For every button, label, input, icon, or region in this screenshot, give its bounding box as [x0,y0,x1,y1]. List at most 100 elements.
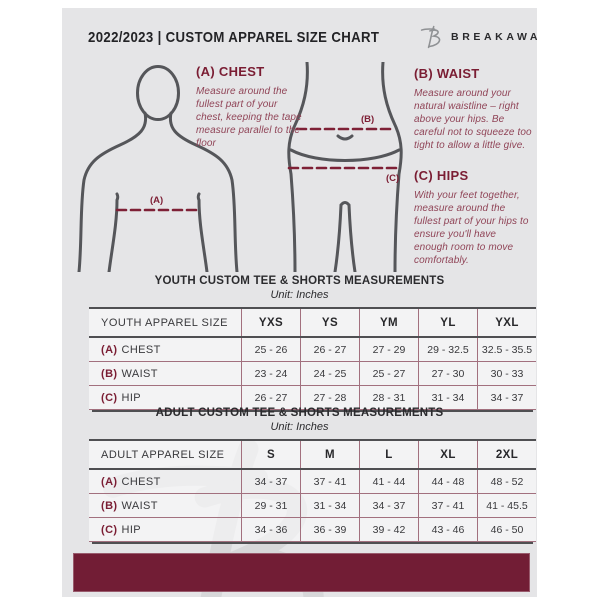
youth-table-unit: Unit: Inches [270,289,329,301]
size-column-header: YM [359,308,419,338]
size-column-header: YXL [477,308,536,338]
measurement-value-cell: 30 - 33 [477,361,536,386]
youth-size-section: YOUTH CUSTOM TEE & SHORTS MEASUREMENTS U… [89,275,536,410]
row-label: HIP [121,523,142,536]
row-label-cell: (B) WAIST [89,493,242,518]
row-key: (C) [101,391,118,404]
size-column-header: YXS [241,308,301,338]
header: 2022/2023 | CUSTOM APPAREL SIZE CHART BR… [88,21,537,53]
measurement-value-cell: 36 - 39 [300,517,360,542]
table-row: (C) HIP 26 - 27 27 - 28 28 - 31 31 - 34 34 - 3… [89,385,536,410]
header-row: ADULT APPAREL SIZE S M L XL 2XL [89,440,536,470]
row-key: (B) [101,499,118,512]
table-row: (A) CHEST 34 - 37 37 - 41 41 - 44 44 - 48 48 -… [89,468,536,494]
adult-size-section: ADULT CUSTOM TEE & SHORTS MEASUREMENTS U… [89,407,536,542]
size-column-header: 2XL [477,440,536,470]
youth-table-title: YOUTH CUSTOM TEE & SHORTS MEASUREMENTS [154,275,445,287]
row-label: WAIST [121,367,158,380]
measurement-value-cell: 34 - 37 [241,468,301,494]
adult-size-table: ADULT APPAREL SIZE S M L XL 2XL (A) CHEST 34 - … [89,439,536,542]
table-label-header: ADULT APPAREL SIZE [89,440,242,470]
chest-line-label: (A) [150,195,163,206]
footer-bar [73,553,530,592]
waist-key: (B) [414,66,433,81]
measurement-value-cell: 44 - 48 [418,468,478,494]
lower-body-figure: (B) (C) [287,62,403,272]
measurement-value-cell: 27 - 29 [359,336,419,362]
measurement-value-cell: 34 - 37 [477,385,536,410]
adult-table-title: ADULT CUSTOM TEE & SHORTS MEASUREMENTS [155,407,444,419]
waist-line-label: (B) [361,114,374,125]
measurement-value-cell: 25 - 26 [241,336,301,362]
measurement-value-cell: 34 - 37 [359,493,419,518]
hips-name: HIPS [436,168,469,183]
waist-measurement-info: (B) WAIST Measure around your natural wa… [414,66,532,152]
size-column-header: S [241,440,301,470]
measurement-value-cell: 37 - 41 [418,493,478,518]
measurement-value-cell: 26 - 27 [300,336,360,362]
row-key: (B) [101,367,118,380]
header-row: YOUTH APPAREL SIZE YXS YS YM YL YXL [89,308,536,338]
table-row: (B) WAIST 23 - 24 24 - 25 25 - 27 27 - 30 30 -… [89,361,536,386]
measurement-value-cell: 27 - 28 [300,385,360,410]
hips-heading: (C) HIPS [414,168,532,183]
measurement-value-cell: 46 - 50 [477,517,536,542]
row-label-cell: (C) HIP [89,517,242,542]
row-label: CHEST [121,343,161,356]
row-label-cell: (A) CHEST [89,336,242,362]
size-column-header: YS [300,308,360,338]
hips-measurement-info: (C) HIPS With your feet together, measur… [414,168,532,267]
upper-body-figure: (A) [77,65,239,272]
table-label-header: YOUTH APPAREL SIZE [89,308,242,338]
measurement-value-cell: 25 - 27 [359,361,419,386]
row-key: (A) [101,475,118,488]
row-label: WAIST [121,499,158,512]
measurement-value-cell: 31 - 34 [418,385,478,410]
chest-heading: (A) CHEST [196,64,304,79]
brand-name: BREAKAWAY [451,31,537,43]
measurement-value-cell: 24 - 25 [300,361,360,386]
size-column-header: L [359,440,419,470]
table-row: (C) HIP 34 - 36 36 - 39 39 - 42 43 - 46 46 - 5… [89,517,536,542]
measurement-value-cell: 28 - 31 [359,385,419,410]
chest-description: Measure around the fullest part of your … [196,86,302,149]
youth-size-table: YOUTH APPAREL SIZE YXS YS YM YL YXL (A) CHEST 2… [89,307,536,410]
hips-line-label: (C) [386,173,399,184]
measurement-value-cell: 31 - 34 [300,493,360,518]
measurement-value-cell: 41 - 45.5 [477,493,536,518]
size-chart-page: 2022/2023 | CUSTOM APPAREL SIZE CHART BR… [62,8,537,597]
measurement-value-cell: 32.5 - 35.5 [477,336,536,362]
measurement-value-cell: 29 - 31 [241,493,301,518]
measurement-value-cell: 41 - 44 [359,468,419,494]
row-key: (C) [101,523,118,536]
row-key: (A) [101,343,118,356]
measurement-value-cell: 26 - 27 [241,385,301,410]
measurement-value-cell: 29 - 32.5 [418,336,478,362]
size-column-header: M [300,440,360,470]
adult-table-unit: Unit: Inches [270,421,329,433]
breakaway-logo-icon [420,25,441,49]
measurement-value-cell: 37 - 41 [300,468,360,494]
chest-measurement-info: (A) CHEST Measure around the fullest par… [196,64,304,150]
measurement-value-cell: 27 - 30 [418,361,478,386]
page-title: 2022/2023 | CUSTOM APPAREL SIZE CHART [88,28,380,46]
measurement-value-cell: 48 - 52 [477,468,536,494]
table-row: (B) WAIST 29 - 31 31 - 34 34 - 37 37 - 41 41 -… [89,493,536,518]
chest-name: CHEST [218,64,265,79]
measurement-value-cell: 39 - 42 [359,517,419,542]
row-label-cell: (B) WAIST [89,361,242,386]
measurement-value-cell: 34 - 36 [241,517,301,542]
row-label: HIP [121,391,142,404]
chest-key: (A) [196,64,215,79]
size-column-header: XL [418,440,478,470]
row-label-cell: (A) CHEST [89,468,242,494]
waist-heading: (B) WAIST [414,66,532,81]
measurement-value-cell: 23 - 24 [241,361,301,386]
measurement-value-cell: 43 - 46 [418,517,478,542]
hips-description: With your feet together, measure around … [414,190,529,266]
size-column-header: YL [418,308,478,338]
row-label-cell: (C) HIP [89,385,242,410]
waist-name: WAIST [436,66,480,81]
brand-lockup: BREAKAWAY [419,24,537,50]
hips-key: (C) [414,168,433,183]
